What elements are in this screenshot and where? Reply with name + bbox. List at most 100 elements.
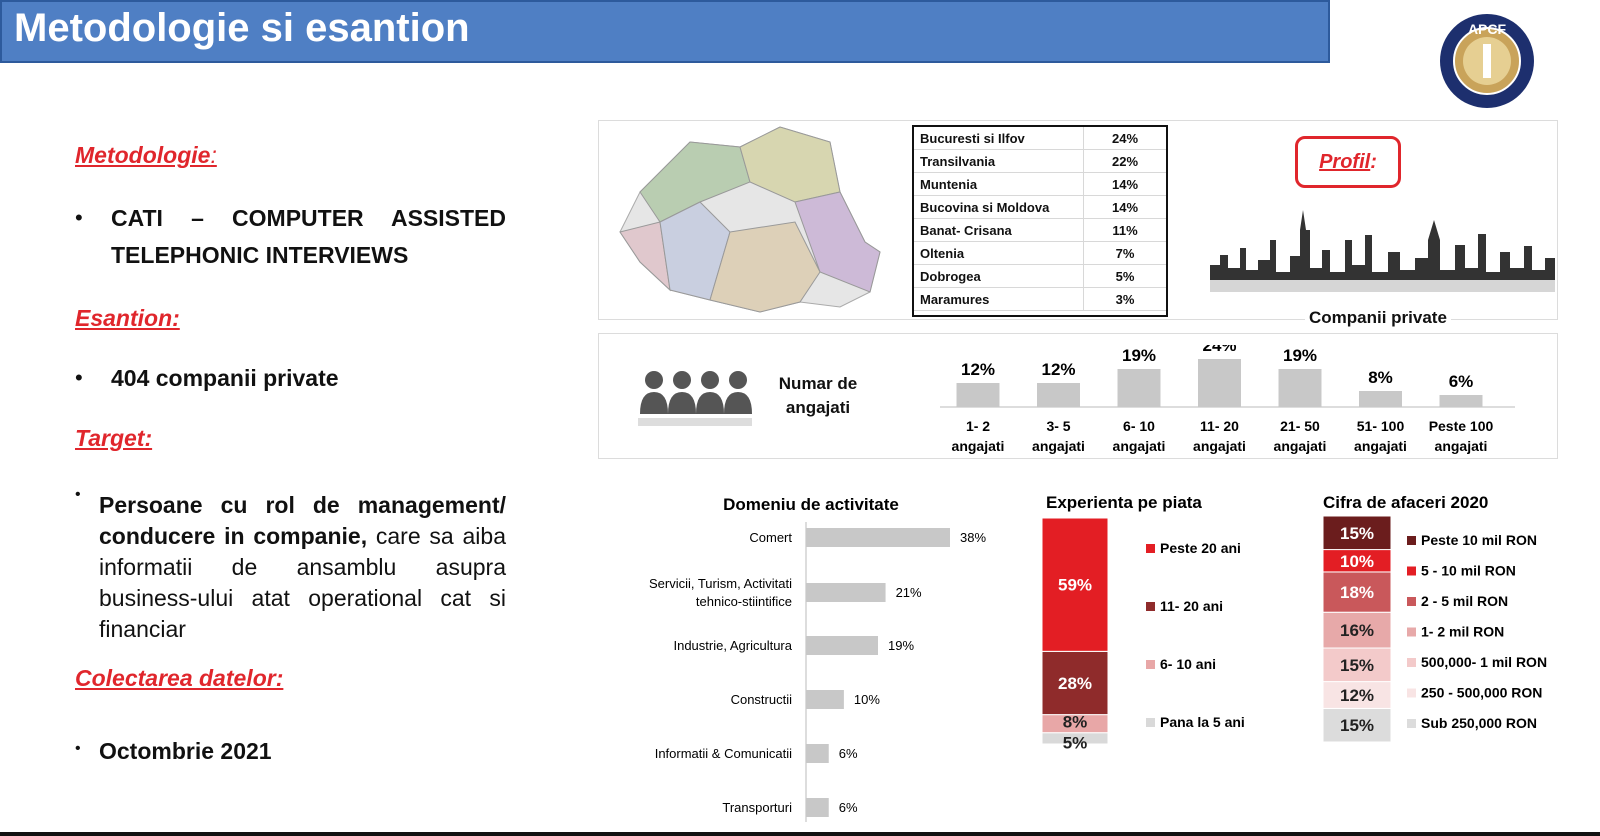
- target-text: Persoane cu rol de management/ conducere…: [99, 492, 506, 642]
- title-bar: Metodologie si esantion: [0, 0, 1330, 63]
- city-skyline: [1210, 210, 1555, 292]
- domeniu-category-label: tehnico-stiintifice: [696, 594, 792, 609]
- legend-label: 1- 2 mil RON: [1421, 624, 1504, 640]
- esantion-heading: Esantion:: [75, 305, 180, 331]
- region-name: Dobrogea: [914, 264, 1084, 288]
- stacked-value-label: 12%: [1340, 686, 1374, 705]
- domeniu-category-label: Industrie, Agricultura: [673, 638, 792, 653]
- cifra-chart: Cifra de afaceri 2020 15% 12% 15% 16% 18% 10% 1…: [1322, 493, 1547, 743]
- domeniu-bar: [806, 583, 886, 602]
- colectare-value: Octombrie 2021: [99, 738, 272, 764]
- employees-category-label: angajati: [1193, 438, 1246, 454]
- bottom-rule: [0, 832, 1600, 836]
- stacked-value-label: 16%: [1340, 621, 1374, 640]
- legend-swatch: [1407, 658, 1416, 667]
- legend-label: Pana la 5 ani: [1160, 714, 1245, 730]
- domeniu-bar: [806, 690, 844, 709]
- legend-swatch: [1407, 627, 1416, 637]
- employees-category-label: 3- 5: [1046, 418, 1070, 434]
- region-pct: 14%: [1083, 172, 1166, 196]
- employees-category-label: angajati: [1113, 438, 1166, 454]
- region-name: Banat- Crisana: [914, 218, 1084, 242]
- stacked-value-label: 8%: [1063, 713, 1088, 732]
- stacked-value-label: 15%: [1340, 716, 1374, 735]
- employees-value-label: 12%: [961, 360, 995, 379]
- domeniu-bar: [806, 798, 829, 817]
- colectare-heading: Colectarea datelor:: [75, 665, 284, 691]
- legend-label: Sub 250,000 RON: [1421, 715, 1537, 731]
- legend-swatch: [1407, 597, 1416, 606]
- profil-box: Profil:: [1295, 136, 1401, 188]
- region-pct: 22%: [1083, 149, 1166, 173]
- legend-label: 2 - 5 mil RON: [1421, 593, 1508, 609]
- domeniu-bar: [806, 528, 950, 547]
- region-row: Muntenia 14%: [914, 172, 1166, 196]
- stacked-value-label: 59%: [1058, 576, 1092, 595]
- domeniu-category-label: Comert: [749, 530, 792, 545]
- legend-swatch: [1146, 544, 1155, 553]
- metodologie-heading: Metodologie:: [75, 142, 217, 168]
- domeniu-value-label: 38%: [960, 530, 986, 545]
- stacked-segment: [1322, 647, 1392, 683]
- legend-label: Peste 20 ani: [1160, 540, 1241, 556]
- domeniu-value-label: 19%: [888, 638, 914, 653]
- domeniu-category-label: Constructii: [731, 692, 793, 707]
- legend-label: 5 - 10 mil RON: [1421, 563, 1516, 579]
- apcf-logo: APCF: [1440, 14, 1534, 108]
- legend-swatch: [1407, 688, 1416, 698]
- stacked-value-label: 5%: [1063, 733, 1088, 752]
- region-row: Bucovina si Moldova 14%: [914, 195, 1166, 219]
- stacked-title: Cifra de afaceri 2020: [1323, 493, 1488, 512]
- employees-value-label: 12%: [1041, 360, 1075, 379]
- legend-label: 11- 20 ani: [1160, 598, 1223, 614]
- domeniu-bar: [806, 636, 878, 655]
- stacked-segment: [1041, 517, 1109, 652]
- region-pct: 5%: [1083, 264, 1166, 288]
- region-row: Bucuresti si Ilfov 24%: [914, 127, 1166, 150]
- region-pct: 14%: [1083, 195, 1166, 219]
- region-pct: 7%: [1083, 241, 1166, 265]
- domeniu-chart: Domeniu de activitate 38% Comert 21% Servici…: [649, 495, 986, 822]
- employees-value-label: 8%: [1368, 368, 1393, 387]
- stacked-title: Experienta pe piata: [1046, 493, 1202, 512]
- region-name: Bucovina si Moldova: [914, 195, 1084, 219]
- stacked-value-label: 15%: [1340, 656, 1374, 675]
- domeniu-category-label: Informatii & Comunicatii: [655, 746, 792, 761]
- page-title: Metodologie si esantion: [14, 6, 470, 50]
- employees-chart: 12% 1- 2 angajati 12% 3- 5 angajati 19% 6- 10 an…: [940, 345, 1515, 454]
- employees-category-label: angajati: [1435, 438, 1488, 454]
- legend-swatch: [1146, 660, 1155, 669]
- legend-swatch: [1146, 602, 1155, 611]
- region-pct: 24%: [1083, 127, 1166, 150]
- employees-bar: [956, 383, 1000, 407]
- region-name: Transilvania: [914, 149, 1084, 173]
- people-icon: [638, 371, 752, 426]
- domeniu-bar: [806, 744, 829, 763]
- employees-value-label: 19%: [1283, 346, 1317, 365]
- domeniu-value-label: 21%: [896, 585, 922, 600]
- region-name: Oltenia: [914, 241, 1084, 265]
- stacked-value-label: 28%: [1058, 674, 1092, 693]
- region-table: Bucuresti si Ilfov 24% Transilvania 22% Munt…: [912, 125, 1168, 317]
- stacked-segment: [1322, 515, 1392, 551]
- employees-value-label: 6%: [1449, 372, 1474, 391]
- employees-category-label: Peste 100: [1429, 418, 1494, 434]
- employees-label: Numar de angajati: [778, 374, 858, 417]
- legend-swatch: [1407, 566, 1416, 576]
- employees-category-label: 51- 100: [1357, 418, 1405, 434]
- experienta-chart: Experienta pe piata 5%8% 28% 59% Peste 20 an…: [1041, 493, 1245, 752]
- employees-category-label: 11- 20: [1200, 418, 1239, 434]
- stacked-segment: [1322, 611, 1392, 649]
- legend-label: Peste 10 mil RON: [1421, 532, 1537, 548]
- domeniu-category-label: Transporturi: [722, 800, 792, 815]
- employees-category-label: angajati: [1274, 438, 1327, 454]
- stacked-segment: [1322, 681, 1392, 709]
- stacked-segment: [1041, 650, 1109, 716]
- employees-bar: [1117, 369, 1161, 407]
- region-row: Transilvania 22%: [914, 149, 1166, 173]
- region-row: Maramures 3%: [914, 287, 1166, 311]
- stacked-segment: [1322, 707, 1392, 743]
- profil-label: Profil: [1319, 151, 1371, 173]
- domeniu-title: Domeniu de activitate: [723, 495, 899, 514]
- region-pct: 11%: [1083, 218, 1166, 242]
